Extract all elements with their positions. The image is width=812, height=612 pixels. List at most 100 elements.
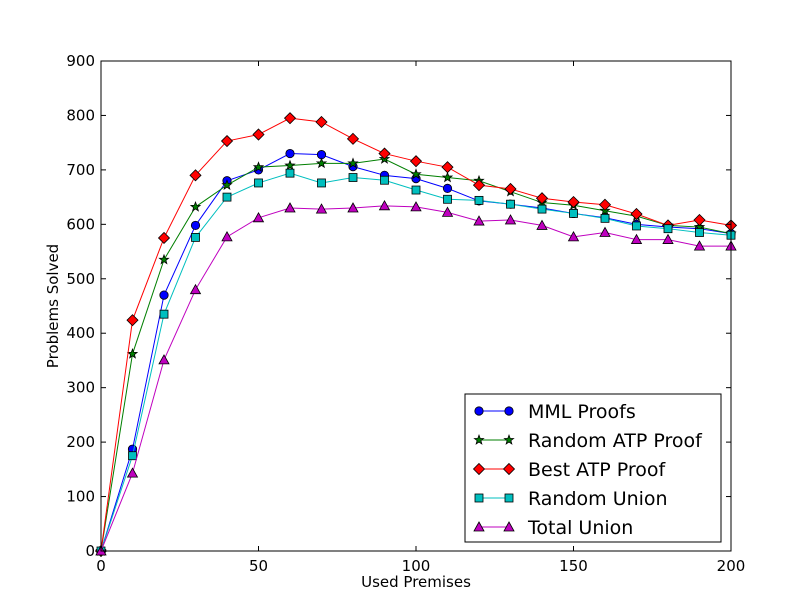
series-4-point [632, 221, 641, 231]
series-5-point [284, 202, 296, 213]
y-tick-label: 0 [85, 542, 95, 560]
series-2-point [441, 171, 454, 183]
series-2-point [315, 157, 328, 169]
series-2-point [158, 253, 170, 265]
series-5-point [441, 206, 454, 217]
series-3-point [346, 132, 360, 145]
y-tick-label: 800 [66, 106, 95, 124]
x-tick-label: 100 [402, 557, 431, 575]
series-5-point [347, 202, 359, 213]
series-3-point [598, 198, 612, 211]
y-tick-label: 200 [66, 433, 95, 451]
series-5-point [158, 354, 170, 365]
series-5 [95, 199, 737, 556]
legend-label: Random Union [528, 488, 668, 510]
legend-marker [474, 493, 484, 503]
series-3-point [409, 155, 423, 168]
series-2-point [221, 179, 233, 190]
series-2-point [252, 161, 265, 172]
series-3-point [535, 192, 549, 205]
series-4-point [537, 204, 547, 214]
series-layer [94, 112, 738, 558]
x-tick-label: 0 [96, 557, 106, 575]
y-tick-label: 700 [66, 161, 95, 179]
legend-entry: Best ATP Proof [472, 459, 667, 481]
legend-marker [474, 406, 484, 416]
series-1-point [190, 220, 201, 231]
series-3-point [378, 147, 391, 160]
legend-marker [504, 406, 514, 416]
series-2-point [189, 200, 202, 212]
axis-ticks: 0 50 100 150 200 0 100 200 300 400 500 600 700 800 900 [66, 52, 745, 575]
y-tick-label: 600 [66, 215, 95, 233]
series-4-point [569, 209, 578, 218]
series-5-point [126, 467, 139, 478]
legend-entry: MML Proofs [474, 401, 636, 423]
x-axis-label: Used Premises [361, 573, 471, 591]
series-3-point [189, 169, 202, 182]
series-1-point [159, 290, 169, 300]
y-axis-label: Problems Solved [44, 244, 62, 368]
series-4-point [443, 194, 452, 204]
series-3-point [283, 112, 297, 125]
series-4-point [600, 213, 610, 223]
series-5-point [315, 203, 328, 214]
legend-entry: Total Union [473, 517, 633, 539]
series-3-point [504, 182, 517, 196]
series-3-point [252, 128, 265, 141]
series-3-point [220, 134, 234, 148]
legend-label: Best ATP Proof [528, 459, 667, 481]
series-4-point [695, 228, 704, 237]
x-tick-label: 150 [559, 557, 588, 575]
series-4-point [317, 178, 326, 188]
series-4-point [128, 451, 137, 461]
series-5-point [504, 214, 517, 225]
series-3-point [630, 207, 643, 221]
series-2-point [126, 347, 139, 359]
legend-entry: Random ATP Proof [473, 430, 703, 452]
series-3-point [315, 115, 328, 129]
series-3-point [472, 179, 486, 192]
series-4-point [380, 175, 389, 185]
legend-entry: Random Union [474, 488, 668, 510]
series-5-point [567, 231, 580, 242]
series-5-point [252, 211, 265, 223]
legend-marker [473, 434, 485, 445]
series-3-point [126, 314, 139, 327]
y-tick-label: 500 [66, 270, 95, 288]
series-5-point [378, 199, 391, 211]
series-4-point [191, 232, 200, 242]
x-tick-label: 50 [249, 557, 268, 575]
series-5-point [536, 219, 548, 230]
series-5-point [189, 283, 202, 295]
legend-marker [504, 493, 514, 503]
y-tick-label: 400 [66, 324, 95, 342]
legend-marker [502, 462, 516, 476]
series-2-point [347, 157, 359, 169]
series-4-point [663, 224, 673, 234]
legend-label: MML Proofs [528, 401, 636, 423]
legend-label: Random ATP Proof [528, 430, 703, 452]
series-4-point [159, 309, 169, 319]
series-4-point [411, 185, 421, 195]
series-3-point [441, 161, 454, 174]
y-tick-label: 300 [66, 379, 95, 397]
series-1-point [285, 148, 295, 159]
series-4-point [506, 199, 515, 209]
y-tick-label: 100 [66, 488, 95, 506]
legend-marker [473, 521, 485, 532]
series-4-point [254, 178, 263, 188]
legend-marker [503, 521, 515, 532]
series-5-point [693, 240, 706, 251]
series-4-point [474, 195, 484, 205]
legend-label: Total Union [527, 517, 633, 539]
x-tick-label: 200 [717, 557, 746, 575]
series-5-point [599, 226, 611, 237]
series-5-point [630, 233, 643, 244]
series-4 [96, 168, 736, 556]
series-5-point [221, 231, 233, 242]
legend-marker [503, 434, 515, 445]
legend-marker [472, 462, 486, 476]
series-4-point [285, 168, 295, 178]
